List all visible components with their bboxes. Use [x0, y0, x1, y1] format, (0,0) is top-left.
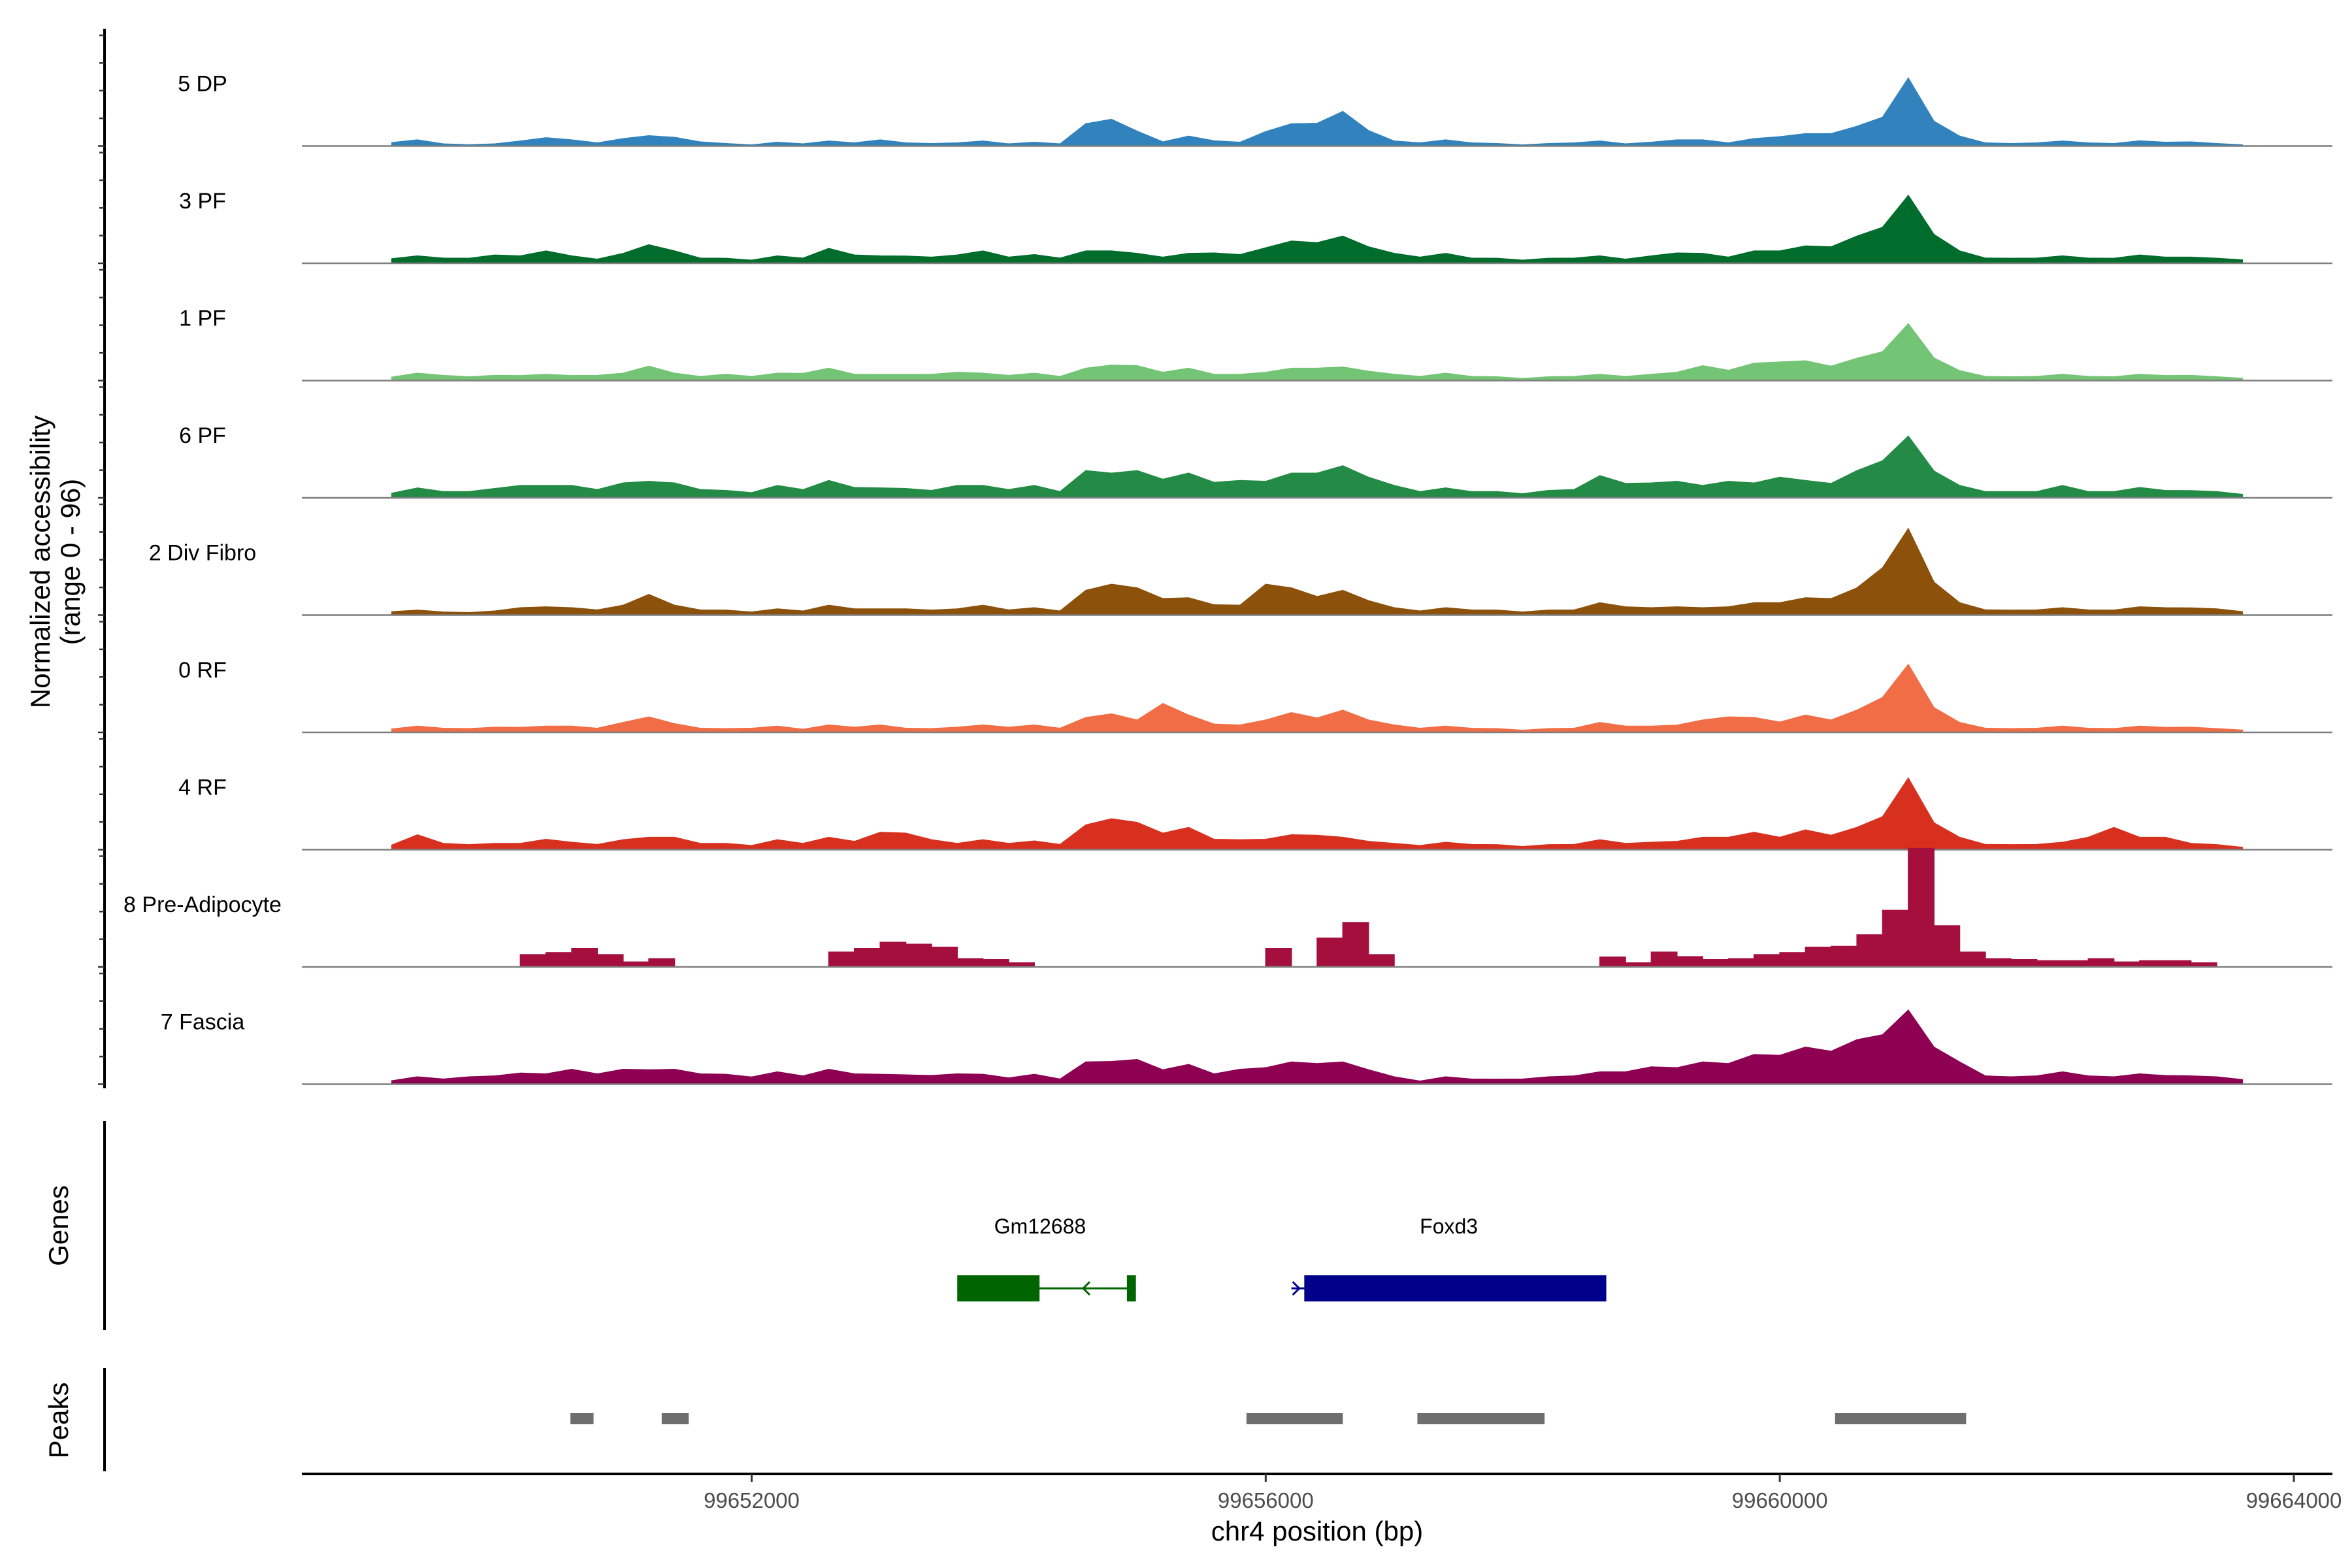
coverage-area	[391, 194, 2244, 264]
track-label: 0 RF	[178, 658, 227, 683]
gene-label: Foxd3	[1420, 1215, 1478, 1238]
coverage-area	[391, 663, 2244, 733]
peak-region	[1835, 1413, 1967, 1424]
gene-foxd3: Foxd3	[1291, 1215, 1607, 1301]
coverage-y-axis	[98, 29, 106, 1088]
x-axis: 99652000 99656000 99660000 99664000	[302, 1473, 2342, 1512]
track-1-pf: 1 PF	[179, 306, 2332, 382]
coverage-area	[391, 1009, 2244, 1085]
track-5-dp: 5 DP	[178, 72, 2332, 147]
track-label: 6 PF	[179, 423, 226, 448]
gene-exon	[957, 1275, 1040, 1301]
peak-region	[661, 1413, 689, 1424]
coverage-area	[391, 323, 2244, 382]
track-label: 1 PF	[179, 306, 226, 331]
y-axis-range-label: (range 0 - 96)	[55, 479, 86, 645]
gene-label: Gm12688	[994, 1215, 1086, 1238]
peak-region	[1246, 1413, 1343, 1424]
peaks-panel-title: Peaks	[43, 1382, 74, 1459]
coverage-area	[391, 77, 2244, 147]
track-label: 8 Pre-Adipocyte	[123, 892, 282, 917]
gene-exon	[1304, 1275, 1607, 1301]
track-label: 3 PF	[179, 189, 226, 214]
genes-track: Gm12688 Foxd3	[957, 1215, 1607, 1301]
coverage-area	[391, 777, 2244, 851]
coverage-area	[391, 847, 2268, 968]
strand-arrow	[1292, 1281, 1301, 1296]
track-label: 7 Fascia	[161, 1010, 245, 1035]
track-2-div-fibro: 2 Div Fibro	[149, 527, 2332, 616]
track-7-fascia: 7 Fascia	[161, 1009, 2332, 1085]
y-axis-title: Normalized accessibility	[25, 416, 56, 708]
coverage-area	[391, 527, 2244, 616]
track-4-rf: 4 RF	[178, 776, 2332, 851]
x-tick-label: 99664000	[2246, 1488, 2342, 1512]
coverage-tracks: 5 DP 3 PF 1 PF 6 PF 2 Div Fibro 0 RF 4 RF 8 Pre…	[123, 72, 2332, 1085]
track-label: 2 Div Fibro	[149, 541, 256, 566]
track-3-pf: 3 PF	[179, 189, 2332, 265]
genes-panel-title: Genes	[43, 1185, 74, 1266]
coverage-area	[391, 435, 2244, 498]
peaks-track	[570, 1413, 1967, 1424]
gene-exon	[1126, 1275, 1136, 1301]
track-0-rf: 0 RF	[178, 658, 2332, 734]
x-tick-label: 99660000	[1732, 1488, 1828, 1512]
x-tick-label: 99652000	[704, 1488, 800, 1512]
x-tick-label: 99656000	[1218, 1488, 1314, 1512]
x-axis-title: chr4 position (bp)	[1211, 1516, 1424, 1546]
peak-region	[570, 1413, 594, 1424]
track-8-pre-adipocyte: 8 Pre-Adipocyte	[123, 847, 2332, 968]
gene-gm12688: Gm12688	[957, 1215, 1136, 1301]
peak-region	[1417, 1413, 1545, 1424]
track-6-pf: 6 PF	[179, 423, 2332, 499]
track-label: 5 DP	[178, 72, 227, 97]
track-label: 4 RF	[178, 776, 227, 800]
strand-arrow	[1081, 1281, 1091, 1296]
